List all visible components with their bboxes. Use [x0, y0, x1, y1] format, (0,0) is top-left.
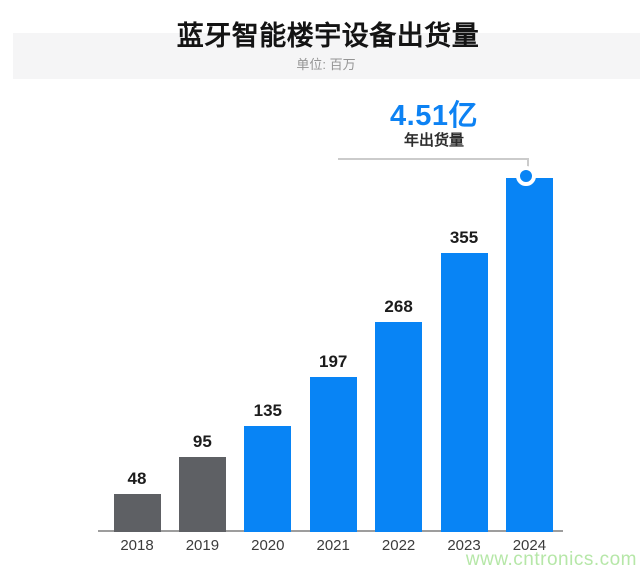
x-axis-label-2021: 2021	[316, 537, 350, 554]
bar-value-label-2019: 95	[192, 432, 212, 451]
callout-connector-horizontal	[338, 158, 529, 160]
bar-2019	[178, 457, 226, 532]
highlight-sublabel: 年出货量	[403, 132, 464, 149]
x-axis-label-2020: 2020	[251, 537, 285, 554]
bar-value-label-2020: 135	[253, 401, 282, 420]
callout-connector-vertical	[527, 158, 529, 168]
bar-2018	[113, 494, 161, 532]
x-axis-label-2019: 2019	[185, 537, 220, 554]
x-axis-label-2022: 2022	[381, 537, 416, 554]
bar-2021	[309, 377, 357, 532]
x-axis-label-2023: 2023	[447, 537, 481, 554]
watermark: www.cntronics.com	[465, 549, 637, 570]
bar-value-label-2018: 48	[127, 469, 147, 488]
bar-2024	[505, 178, 553, 532]
header-band	[13, 33, 640, 79]
chart-subtitle: 单位: 百万	[296, 57, 356, 72]
highlight-value: 4.51亿	[390, 100, 478, 132]
bar-2020	[244, 426, 292, 532]
x-axis-label-2024: 2024	[512, 537, 547, 554]
highlight-marker-dot	[515, 166, 536, 186]
bar-2022	[375, 322, 423, 532]
bar-value-label-2021: 197	[319, 352, 348, 371]
x-axis-label-2018: 2018	[120, 537, 154, 554]
bar-2023	[440, 253, 488, 532]
bar-value-label-2023: 355	[449, 228, 479, 247]
chart-title: 蓝牙智能楼宇设备出货量	[176, 21, 480, 51]
bar-value-label-2022: 268	[384, 297, 413, 316]
